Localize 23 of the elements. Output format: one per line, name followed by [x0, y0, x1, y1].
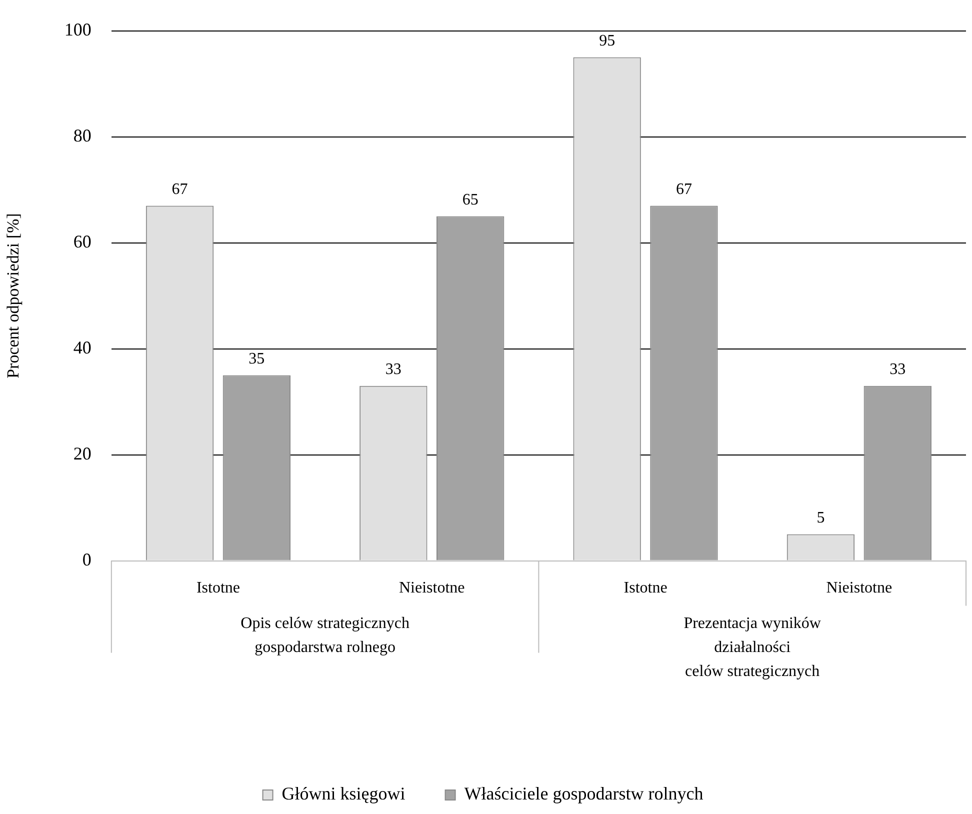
data-label: 33: [385, 361, 402, 378]
text: Prezentacja wyników działalności celów strategicznych: [684, 615, 822, 680]
legend-label: Główni księgowi: [282, 784, 406, 804]
y-tick-label: 40: [73, 338, 92, 358]
x-tick-label: Nieistotne: [826, 580, 892, 597]
y-tick-label: 0: [82, 550, 92, 570]
data-label: 65: [462, 192, 478, 209]
y-tick-label: 60: [73, 232, 92, 252]
data-label: 5: [816, 510, 825, 527]
x-tick-label: Istotne: [196, 580, 240, 597]
y-axis-title: Procent odpowiedzi [%]: [4, 213, 23, 378]
text: Opis celów strategicznych gospodarstwa rolnego: [240, 615, 410, 656]
data-label: 67: [676, 180, 692, 198]
data-label: 33: [890, 361, 906, 378]
y-tick-label: 100: [64, 20, 92, 40]
data-label: 67: [172, 180, 188, 198]
y-tick-label: 80: [73, 126, 92, 146]
x-tick-label: Nieistotne: [398, 580, 465, 597]
y-tick-label: 20: [73, 444, 92, 464]
legend-label: Właściciele gospodarstw rolnych: [464, 784, 704, 804]
x-tick-label: Istotne: [624, 580, 668, 597]
data-label: 35: [248, 350, 265, 368]
data-label: 95: [599, 32, 616, 50]
